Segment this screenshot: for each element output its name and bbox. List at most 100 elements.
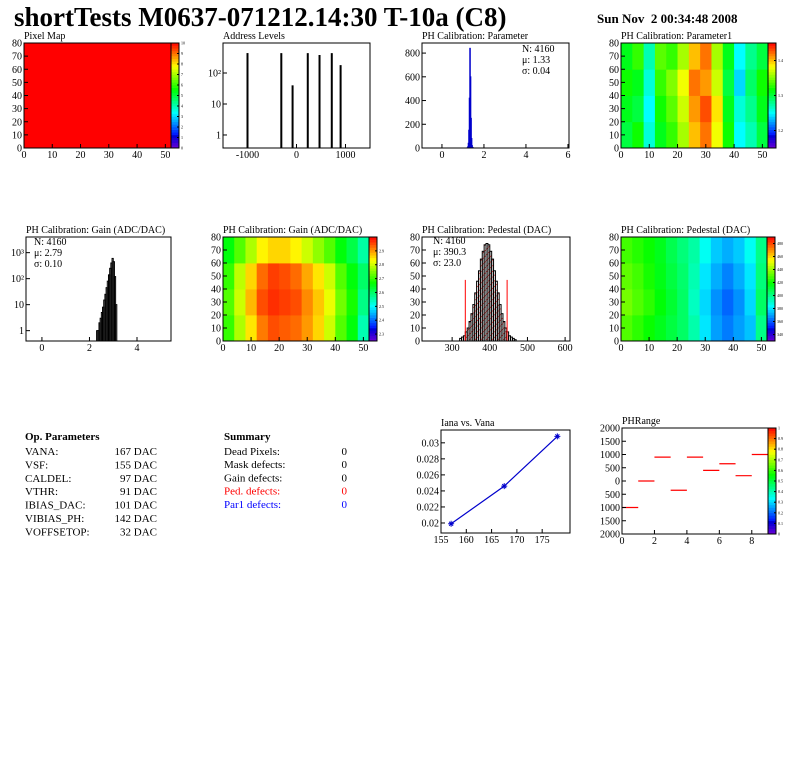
palette-step — [768, 108, 776, 112]
heatmap-cell — [357, 237, 370, 264]
heatmap-cell — [744, 237, 757, 264]
heatmap-cell — [223, 263, 235, 290]
heatmap-cell — [290, 263, 303, 290]
palette-step — [768, 103, 776, 107]
heatmap-cell — [312, 289, 325, 316]
heatmap-cell — [346, 289, 359, 316]
heatmap-cell — [677, 43, 690, 70]
y-tick-label: 30 — [211, 298, 221, 309]
palette-step — [767, 312, 775, 316]
palette-step — [171, 106, 179, 109]
palette-tick-label: 2.8 — [379, 262, 384, 267]
y-tick-label: 80 — [410, 233, 420, 244]
stats-entry: N: 4160 — [34, 237, 67, 248]
palette-step — [369, 242, 377, 246]
palette-step — [171, 140, 179, 144]
palette-step — [768, 449, 776, 453]
heatmap-cell — [643, 237, 656, 264]
parameter-value: 97 DAC — [120, 473, 157, 485]
palette-tick-label: 340 — [777, 332, 783, 337]
palette-tick-label: 480 — [777, 241, 783, 246]
stats-entry: μ: 2.79 — [34, 248, 62, 259]
chart-title: PH Calibration: Parameter — [422, 31, 529, 42]
palette-tick-label: 2.4 — [379, 318, 384, 323]
heatmap-cell — [301, 263, 314, 290]
heatmap-cell — [688, 237, 701, 264]
palette-step — [369, 325, 377, 329]
palette-step — [768, 473, 776, 476]
palette-tick-label: 400 — [777, 293, 783, 298]
y-tick-label: 80 — [211, 233, 221, 244]
palette-step — [768, 111, 776, 115]
palette-step — [171, 66, 179, 70]
heatmap-cell — [654, 289, 667, 316]
parameter-name: VANA: — [25, 446, 58, 458]
stats-entry: σ: 0.04 — [522, 66, 550, 77]
heatmap-cell — [745, 95, 758, 123]
y-tick-label: 50 — [211, 272, 221, 283]
heatmap-cell — [666, 43, 678, 70]
marker — [448, 520, 455, 527]
heatmap-cell — [643, 121, 656, 149]
palette-frame — [766, 236, 776, 342]
palette-step — [369, 239, 377, 243]
palette-step — [767, 242, 775, 246]
palette-step — [768, 502, 776, 506]
palette-step — [171, 113, 179, 117]
heatmap-cell — [666, 121, 678, 149]
heatmap-cell — [745, 43, 758, 70]
heatmap-cell — [711, 121, 724, 149]
palette-step — [369, 268, 377, 272]
palette-step — [767, 244, 775, 248]
heatmap-cell — [346, 237, 359, 264]
x-tick-label: 40 — [729, 150, 739, 161]
palette-step — [369, 265, 377, 269]
palette-step — [767, 268, 775, 272]
palette-step — [171, 79, 179, 83]
palette-step — [767, 239, 775, 243]
heatmap-cell — [744, 263, 757, 290]
palette-step — [768, 64, 776, 67]
y-tick-label: 40 — [211, 285, 221, 296]
heatmap-cell — [699, 315, 712, 342]
summary-name: Ped. defects: — [224, 486, 280, 498]
heatmap-cell — [756, 69, 769, 96]
palette-tick-label: 0 — [181, 146, 183, 151]
x-tick-label: 0 — [294, 150, 299, 161]
palette-step — [768, 71, 776, 75]
y-tick-label: 30 — [410, 298, 420, 309]
heatmap-cell — [632, 69, 645, 96]
heatmap-cell — [688, 289, 701, 316]
parameter-name: VIBIAS_PH: — [25, 513, 84, 525]
palette-step — [369, 307, 377, 311]
palette-step — [767, 322, 775, 326]
palette-tick-label: 0.9 — [778, 436, 783, 441]
palette-step — [767, 315, 775, 318]
heatmap-cell — [756, 43, 769, 70]
x-tick-label: 0 — [619, 150, 624, 161]
heatmap-cell — [324, 237, 336, 264]
y-tick-label: 50 — [410, 272, 420, 283]
heatmap-cell — [234, 289, 246, 316]
heatmap-cell — [711, 43, 724, 70]
palette-step — [171, 64, 179, 67]
y-tick-label: 2000 — [600, 530, 620, 541]
stats-entry: μ: 1.33 — [522, 55, 550, 66]
heatmap-cell — [722, 289, 734, 316]
palette-step — [768, 454, 776, 458]
heatmap-cell — [710, 315, 723, 342]
palette-step — [767, 309, 775, 313]
heatmap-cell — [665, 263, 678, 290]
palette-step — [768, 113, 776, 117]
palette-step — [171, 108, 179, 112]
heatmap-cell — [654, 263, 667, 290]
heatmap-cell — [643, 43, 656, 70]
palette-step — [768, 428, 776, 431]
palette-step — [768, 50, 776, 54]
heatmap-cell — [621, 69, 633, 96]
heatmap-cell — [279, 263, 291, 290]
heatmap-cell — [621, 315, 633, 342]
palette-step — [768, 90, 776, 94]
y-tick-label: 10 — [14, 300, 24, 311]
heatmap-cell — [688, 121, 701, 149]
